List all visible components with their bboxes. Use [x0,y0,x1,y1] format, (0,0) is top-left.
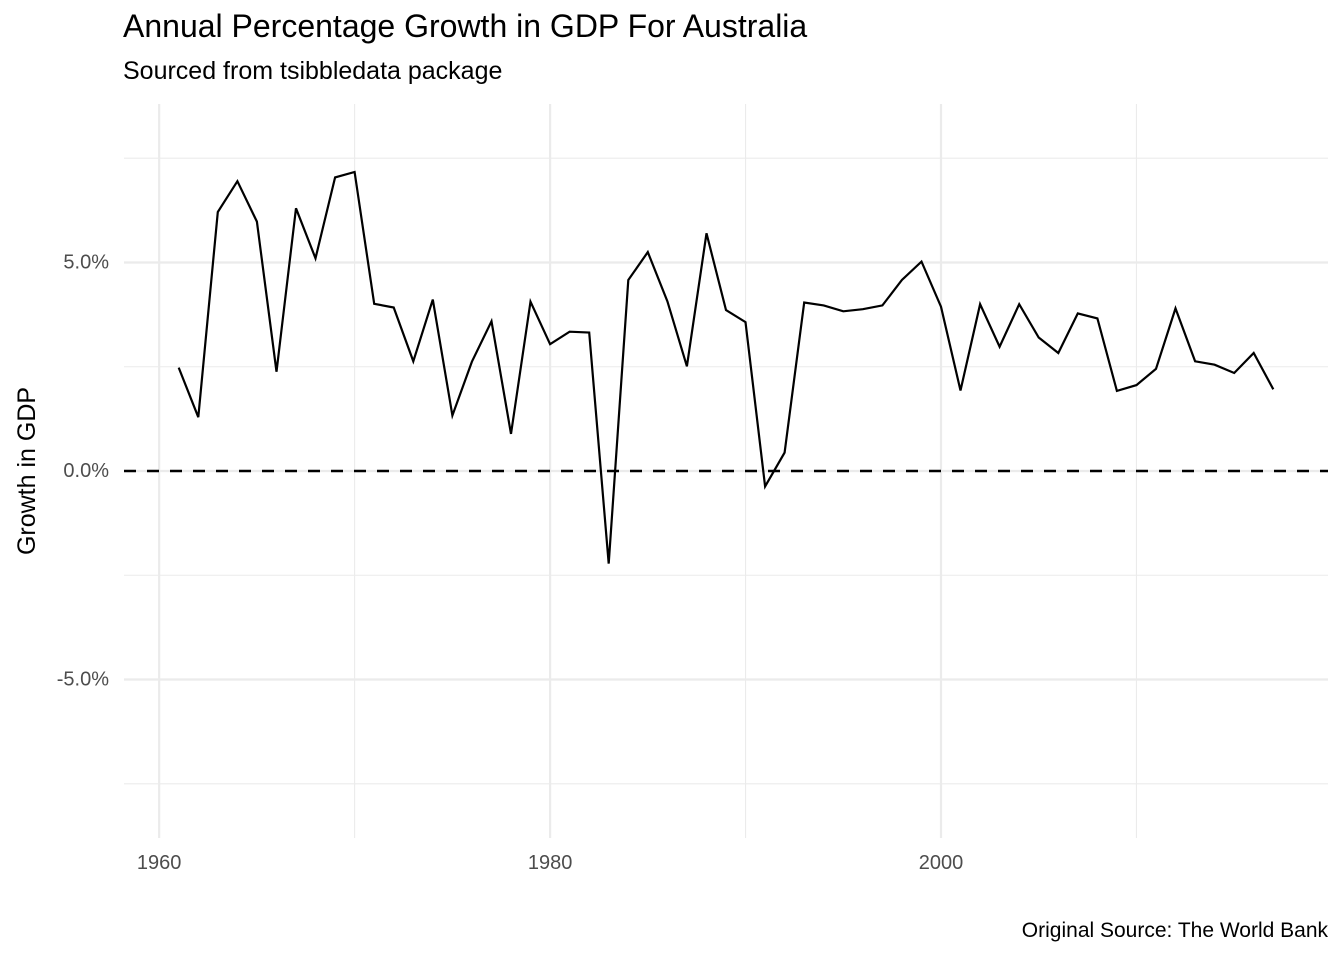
chart-subtitle: Sourced from tsibbledata package [123,57,503,85]
x-tick-label: 1960 [137,852,182,874]
x-axis-ticks: 1960 1980 2000 [137,852,963,874]
y-tick-label: 0.0% [63,460,109,482]
chart-caption: Original Source: The World Bank [1021,919,1328,942]
x-tick-label: 1980 [528,852,573,874]
y-axis-label: Growth in GDP [13,387,41,555]
y-tick-label: -5.0% [57,669,109,691]
y-tick-label: 5.0% [63,251,109,273]
y-axis-ticks: -5.0% 0.0% 5.0% [57,251,109,690]
series-group [177,170,1275,564]
chart-title: Annual Percentage Growth in GDP For Aust… [123,8,808,44]
series-line-gdp-growth [177,170,1275,564]
x-tick-label: 2000 [919,852,964,874]
